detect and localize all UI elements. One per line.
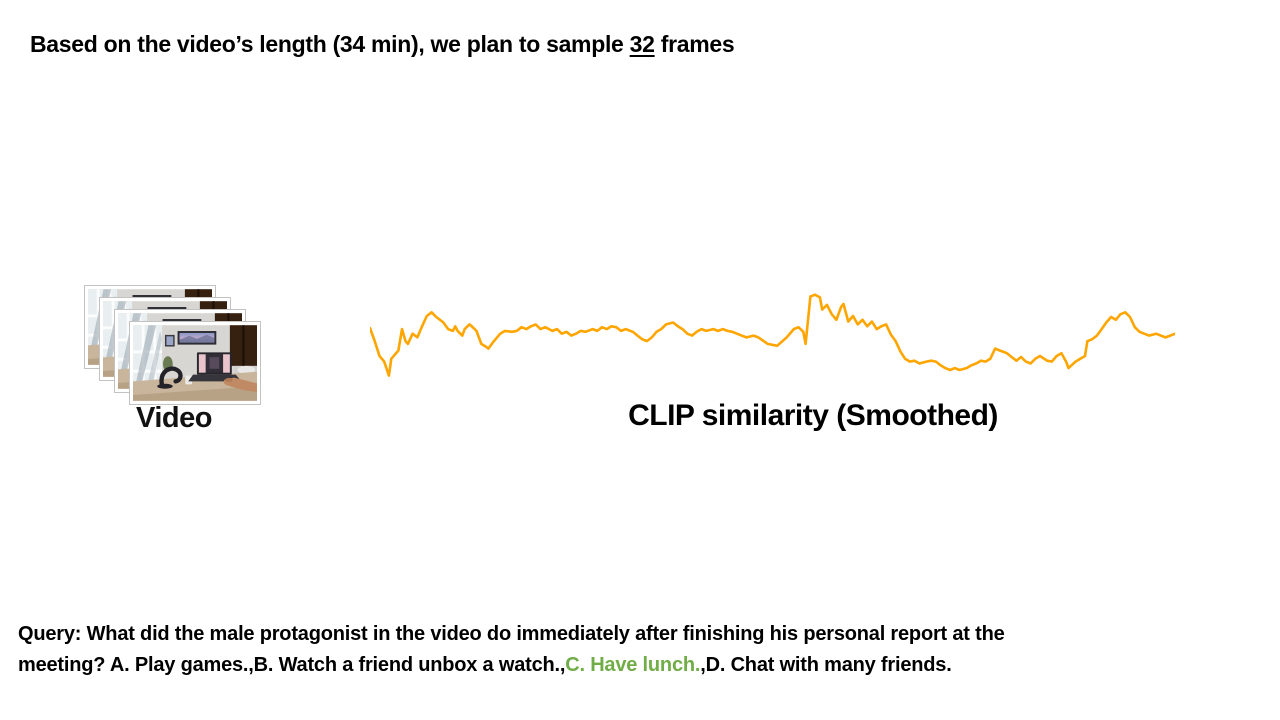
clip-similarity-chart [370, 293, 1175, 377]
chart-label: CLIP similarity (Smoothed) [628, 399, 998, 432]
query-line-2: meeting? A. Play games.,B. Watch a frien… [18, 650, 1268, 681]
slide-title: Based on the video’s length (34 min), we… [30, 31, 735, 58]
title-suffix: frames [654, 31, 735, 57]
query-line-1: Query: What did the male protagonist in … [18, 623, 1005, 645]
video-label: Video [136, 402, 212, 434]
query-option-d: ,D. Chat with many friends. [700, 654, 952, 676]
video-frame-front [129, 321, 261, 405]
title-prefix: Based on the video’s length (34 min), we… [30, 31, 630, 57]
video-frame-stack [84, 285, 275, 411]
clip-similarity-line [370, 293, 1175, 377]
video-frame-image [133, 325, 257, 401]
query-options-ab: meeting? A. Play games.,B. Watch a frien… [18, 654, 566, 676]
query-correct-answer: C. Have lunch. [565, 654, 701, 676]
title-frame-count: 32 [629, 31, 655, 57]
query-text: Query: What did the male protagonist in … [18, 619, 1268, 681]
